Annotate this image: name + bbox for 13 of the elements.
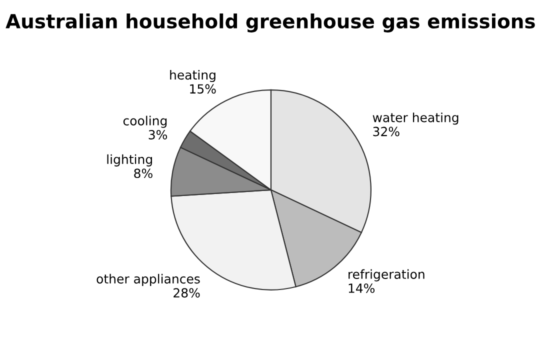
data-label: 28% (174, 288, 200, 298)
slice-label: refrigeration (348, 269, 424, 282)
data-label: 14% (348, 284, 375, 293)
slice-label: cooling (123, 116, 167, 128)
data-label: 3% (148, 130, 168, 140)
data-label: 32% (373, 126, 400, 136)
slice-label: other appliances (96, 274, 200, 286)
data-label: 15% (190, 84, 216, 94)
slice-label: lighting (107, 154, 152, 166)
slice-label: water heating (372, 112, 458, 125)
chart-title: Australian household greenhouse gas emissions (6, 13, 535, 32)
slice-label: heating (170, 70, 216, 82)
data-label: 8% (134, 168, 152, 178)
